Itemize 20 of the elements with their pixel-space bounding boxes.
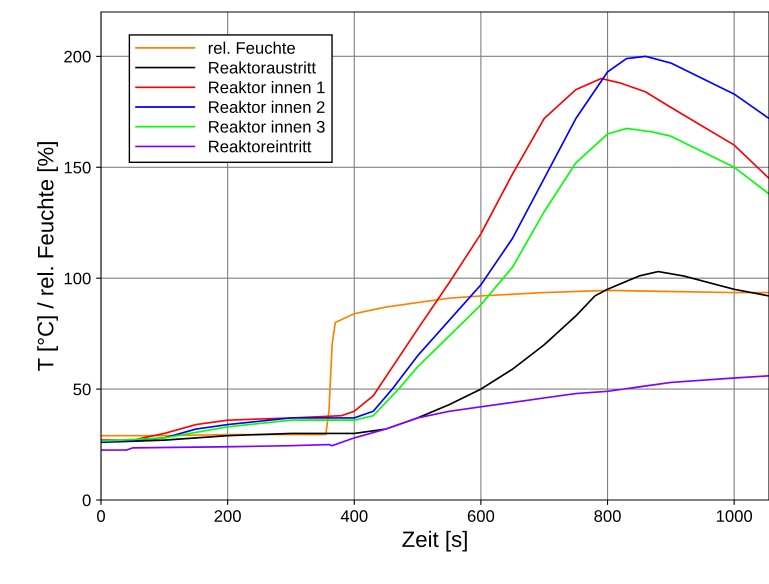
y-tick-label: 50: [73, 383, 91, 396]
x-tick-label: 600: [468, 510, 494, 522]
y-tick-label: 0: [82, 494, 91, 506]
legend-label: Reaktor innen 2: [209, 100, 325, 113]
x-axis-title: Zeit [s]: [402, 530, 467, 552]
legend-label: Reaktoreintritt: [209, 140, 312, 152]
x-tick-label: 400: [340, 510, 368, 522]
y-tick-label: 100: [64, 272, 91, 284]
x-tick-label: 800: [594, 510, 621, 522]
x-tick-label: 1000: [716, 510, 752, 522]
legend-label: rel. Feuchte: [208, 42, 295, 54]
legend-label: Reaktoraustritt: [209, 61, 316, 74]
y-axis-title: T [°C] / rel. Feuchte [%]: [37, 142, 58, 371]
y-tick-label: 150: [64, 162, 91, 174]
x-tick-label: 0: [97, 510, 105, 522]
legend-label: Reaktor innen 1: [209, 81, 325, 94]
line-series: [101, 374, 769, 451]
x-tick-label: 200: [214, 510, 241, 522]
legend-label: Reaktor innen 3: [209, 120, 325, 133]
y-tick-label: 200: [64, 50, 91, 63]
